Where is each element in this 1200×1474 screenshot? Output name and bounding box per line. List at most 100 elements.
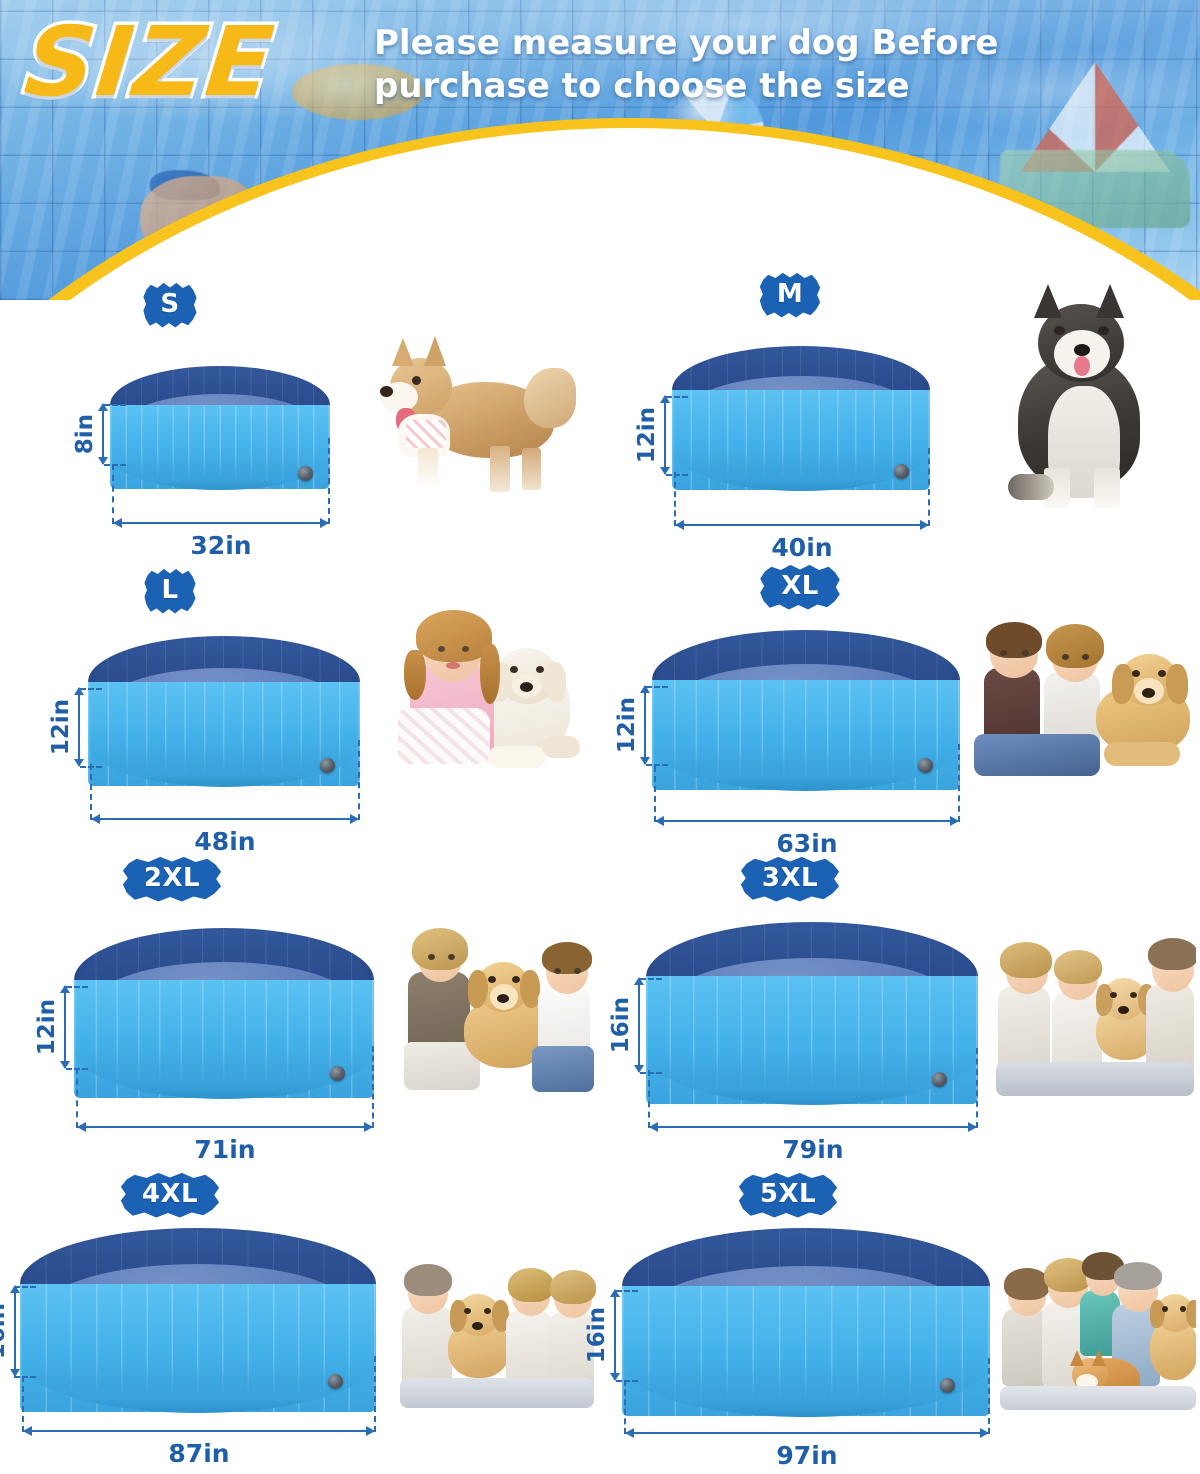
drain-plug-icon <box>328 1374 343 1389</box>
height-dimension-5xl: 16in <box>584 1289 620 1381</box>
page-title: SIZE <box>17 3 284 122</box>
size-grid: S 8in 32in <box>0 268 1200 1470</box>
size-badge-3xl: 3XL <box>740 856 840 902</box>
drain-plug-icon <box>320 758 335 773</box>
width-label-xl: 63in <box>776 829 838 858</box>
size-card-2xl: 2XL 12in 71in <box>0 856 600 1172</box>
width-dimension-m: 40in <box>675 520 929 562</box>
size-card-5xl: 5XL 16in 97in <box>584 1172 1200 1470</box>
height-dimension-line <box>60 985 70 1069</box>
pool-outer-wall <box>622 1286 990 1417</box>
height-label-5xl: 16in <box>584 1306 610 1364</box>
height-label-xl: 12in <box>614 696 640 754</box>
pool-outer-wall <box>646 976 978 1105</box>
girl-with-puppy-photo <box>392 604 592 784</box>
pool-outer-wall <box>20 1284 376 1413</box>
height-tick-top <box>640 978 662 980</box>
width-label-2xl: 71in <box>194 1135 256 1164</box>
drain-plug-icon <box>940 1378 955 1393</box>
width-dimension-4xl: 87in <box>23 1426 375 1468</box>
size-badge-4xl: 4XL <box>120 1172 220 1218</box>
height-dimension-3xl: 16in <box>608 977 644 1073</box>
drain-plug-icon <box>918 758 933 773</box>
height-dimension-m: 12in <box>634 395 670 475</box>
size-badge-xl: XL <box>760 564 840 610</box>
width-dimension-line <box>625 1428 989 1438</box>
height-dimension-line <box>74 687 84 767</box>
pool-float-decoration <box>292 64 424 120</box>
width-tick-left <box>674 472 676 526</box>
width-dimension-line <box>113 518 329 528</box>
height-dimension-line <box>610 1289 620 1381</box>
width-tick-right <box>374 1356 376 1432</box>
width-dimension-3xl: 79in <box>649 1122 977 1164</box>
family-four-dog-photo <box>400 1250 596 1410</box>
children-with-dog-photo <box>968 610 1194 788</box>
height-dimension-line <box>640 685 650 765</box>
height-tick-bottom <box>646 764 668 766</box>
width-label-4xl: 87in <box>168 1439 230 1468</box>
width-tick-right <box>372 1046 374 1128</box>
malamute-photo <box>982 278 1192 514</box>
height-dimension-xl: 12in <box>614 685 650 765</box>
height-dimension-line <box>10 1285 20 1377</box>
corgi-photo <box>372 330 588 502</box>
height-tick-bottom <box>616 1380 638 1382</box>
height-dimension-4xl: 16in <box>0 1285 20 1377</box>
width-dimension-line <box>91 814 359 824</box>
size-badge-l: L <box>144 568 196 614</box>
height-label-m: 12in <box>634 406 660 464</box>
height-tick-bottom <box>14 1376 36 1378</box>
size-badge-5xl: 5XL <box>738 1172 838 1218</box>
height-label-4xl: 16in <box>0 1302 10 1360</box>
height-tick-top <box>80 688 102 690</box>
width-label-5xl: 97in <box>776 1441 838 1470</box>
size-card-s: S 8in 32in <box>0 268 600 564</box>
height-label-l: 12in <box>48 698 74 756</box>
width-tick-right <box>358 740 360 820</box>
banner-subtitle: Please measure your dog Before purchase … <box>374 23 999 106</box>
width-dimension-line <box>655 816 959 826</box>
height-tick-top <box>14 1286 36 1288</box>
width-dimension-2xl: 71in <box>77 1122 373 1164</box>
width-dimension-s: 32in <box>113 518 329 560</box>
width-tick-right <box>958 744 960 822</box>
pool-outer-wall <box>74 980 374 1099</box>
size-card-l: L 12in 48in <box>0 564 600 856</box>
height-tick-top <box>646 686 668 688</box>
height-tick-bottom <box>640 1072 662 1074</box>
pool-outer-wall <box>88 682 360 787</box>
size-card-m: M 12in 40in <box>600 268 1200 564</box>
width-tick-left <box>624 1380 626 1434</box>
size-badge-s: S <box>143 282 197 328</box>
width-tick-right <box>976 1048 978 1128</box>
size-badge-2xl: 2XL <box>122 856 222 902</box>
width-tick-left <box>648 1070 650 1128</box>
width-label-s: 32in <box>190 531 252 560</box>
height-tick-bottom <box>104 464 126 466</box>
woman-boy-dog-photo <box>404 924 594 1100</box>
height-dimension-2xl: 12in <box>34 985 70 1069</box>
width-tick-left <box>76 1068 78 1128</box>
width-label-m: 40in <box>771 533 833 562</box>
width-dimension-xl: 63in <box>655 816 959 858</box>
width-tick-right <box>928 448 930 526</box>
height-dimension-l: 12in <box>48 687 84 767</box>
width-dimension-line <box>675 520 929 530</box>
width-tick-right <box>988 1358 990 1434</box>
width-dimension-line <box>23 1426 375 1436</box>
height-label-s: 8in <box>72 413 98 455</box>
width-tick-left <box>654 766 656 822</box>
height-label-2xl: 12in <box>34 998 60 1056</box>
width-label-l: 48in <box>194 827 256 856</box>
width-tick-left <box>112 464 114 524</box>
width-dimension-line <box>649 1122 977 1132</box>
height-tick-top <box>104 404 126 406</box>
family-with-puppy-photo <box>996 926 1196 1096</box>
size-card-3xl: 3XL 16in 79in <box>600 856 1200 1172</box>
header-banner: SIZE Please measure your dog Before purc… <box>0 0 1200 300</box>
height-tick-top <box>66 986 88 988</box>
drain-plug-icon <box>894 464 909 479</box>
height-tick-top <box>666 396 688 398</box>
pool-outer-wall <box>110 405 330 490</box>
